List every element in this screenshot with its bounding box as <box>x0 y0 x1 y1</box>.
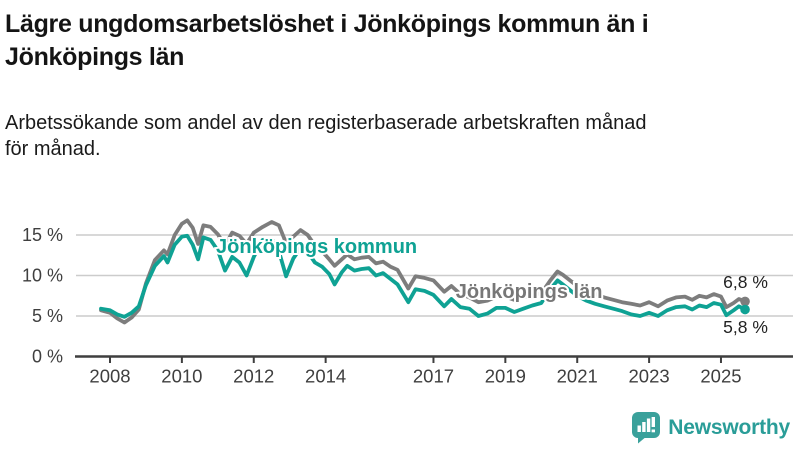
x-tick-label: 2017 <box>413 366 454 387</box>
y-tick-label: 5 % <box>32 306 63 326</box>
y-tick-label: 10 % <box>22 266 63 286</box>
y-tick-label: 15 % <box>22 225 63 245</box>
newsworthy-logo-text: Newsworthy <box>668 415 790 439</box>
series-end-dot-jönköpings-län <box>740 296 750 307</box>
x-tick-label: 2023 <box>629 366 670 387</box>
x-tick-label: 2010 <box>161 366 202 387</box>
newsworthy-logo[interactable]: Newsworthy <box>631 411 790 444</box>
chart-subtitle: Arbetssökande som andel av den registerb… <box>5 112 647 161</box>
series-inline-label: Jönköpings län <box>456 281 603 303</box>
newsworthy-bar-chart-icon <box>632 412 661 444</box>
end-value-label: 6,8 % <box>723 272 768 292</box>
chart-title: Lägre ungdomsarbetslöshet i Jönköpings k… <box>5 10 649 71</box>
x-tick-label: 2014 <box>305 366 346 387</box>
x-tick-label: 2019 <box>485 366 526 387</box>
end-value-label: 5,8 % <box>723 317 768 337</box>
line-chart: 0 % 5 % 10 % 15 % 2008 2010 2012 2014 2017 2019 20… <box>22 218 793 387</box>
series-end-dot-jönköpings-kommun <box>740 304 750 315</box>
x-tick-label: 2012 <box>233 366 274 387</box>
series-line-jönköpings-kommun <box>99 233 747 319</box>
x-tick-label: 2008 <box>89 366 130 387</box>
y-tick-label: 0 % <box>32 347 63 367</box>
x-tick-label: 2021 <box>557 366 598 387</box>
series-line-jönköpings-län <box>99 218 747 325</box>
series-inline-label: Jönköpings kommun <box>216 236 417 258</box>
x-tick-label: 2025 <box>700 366 741 387</box>
